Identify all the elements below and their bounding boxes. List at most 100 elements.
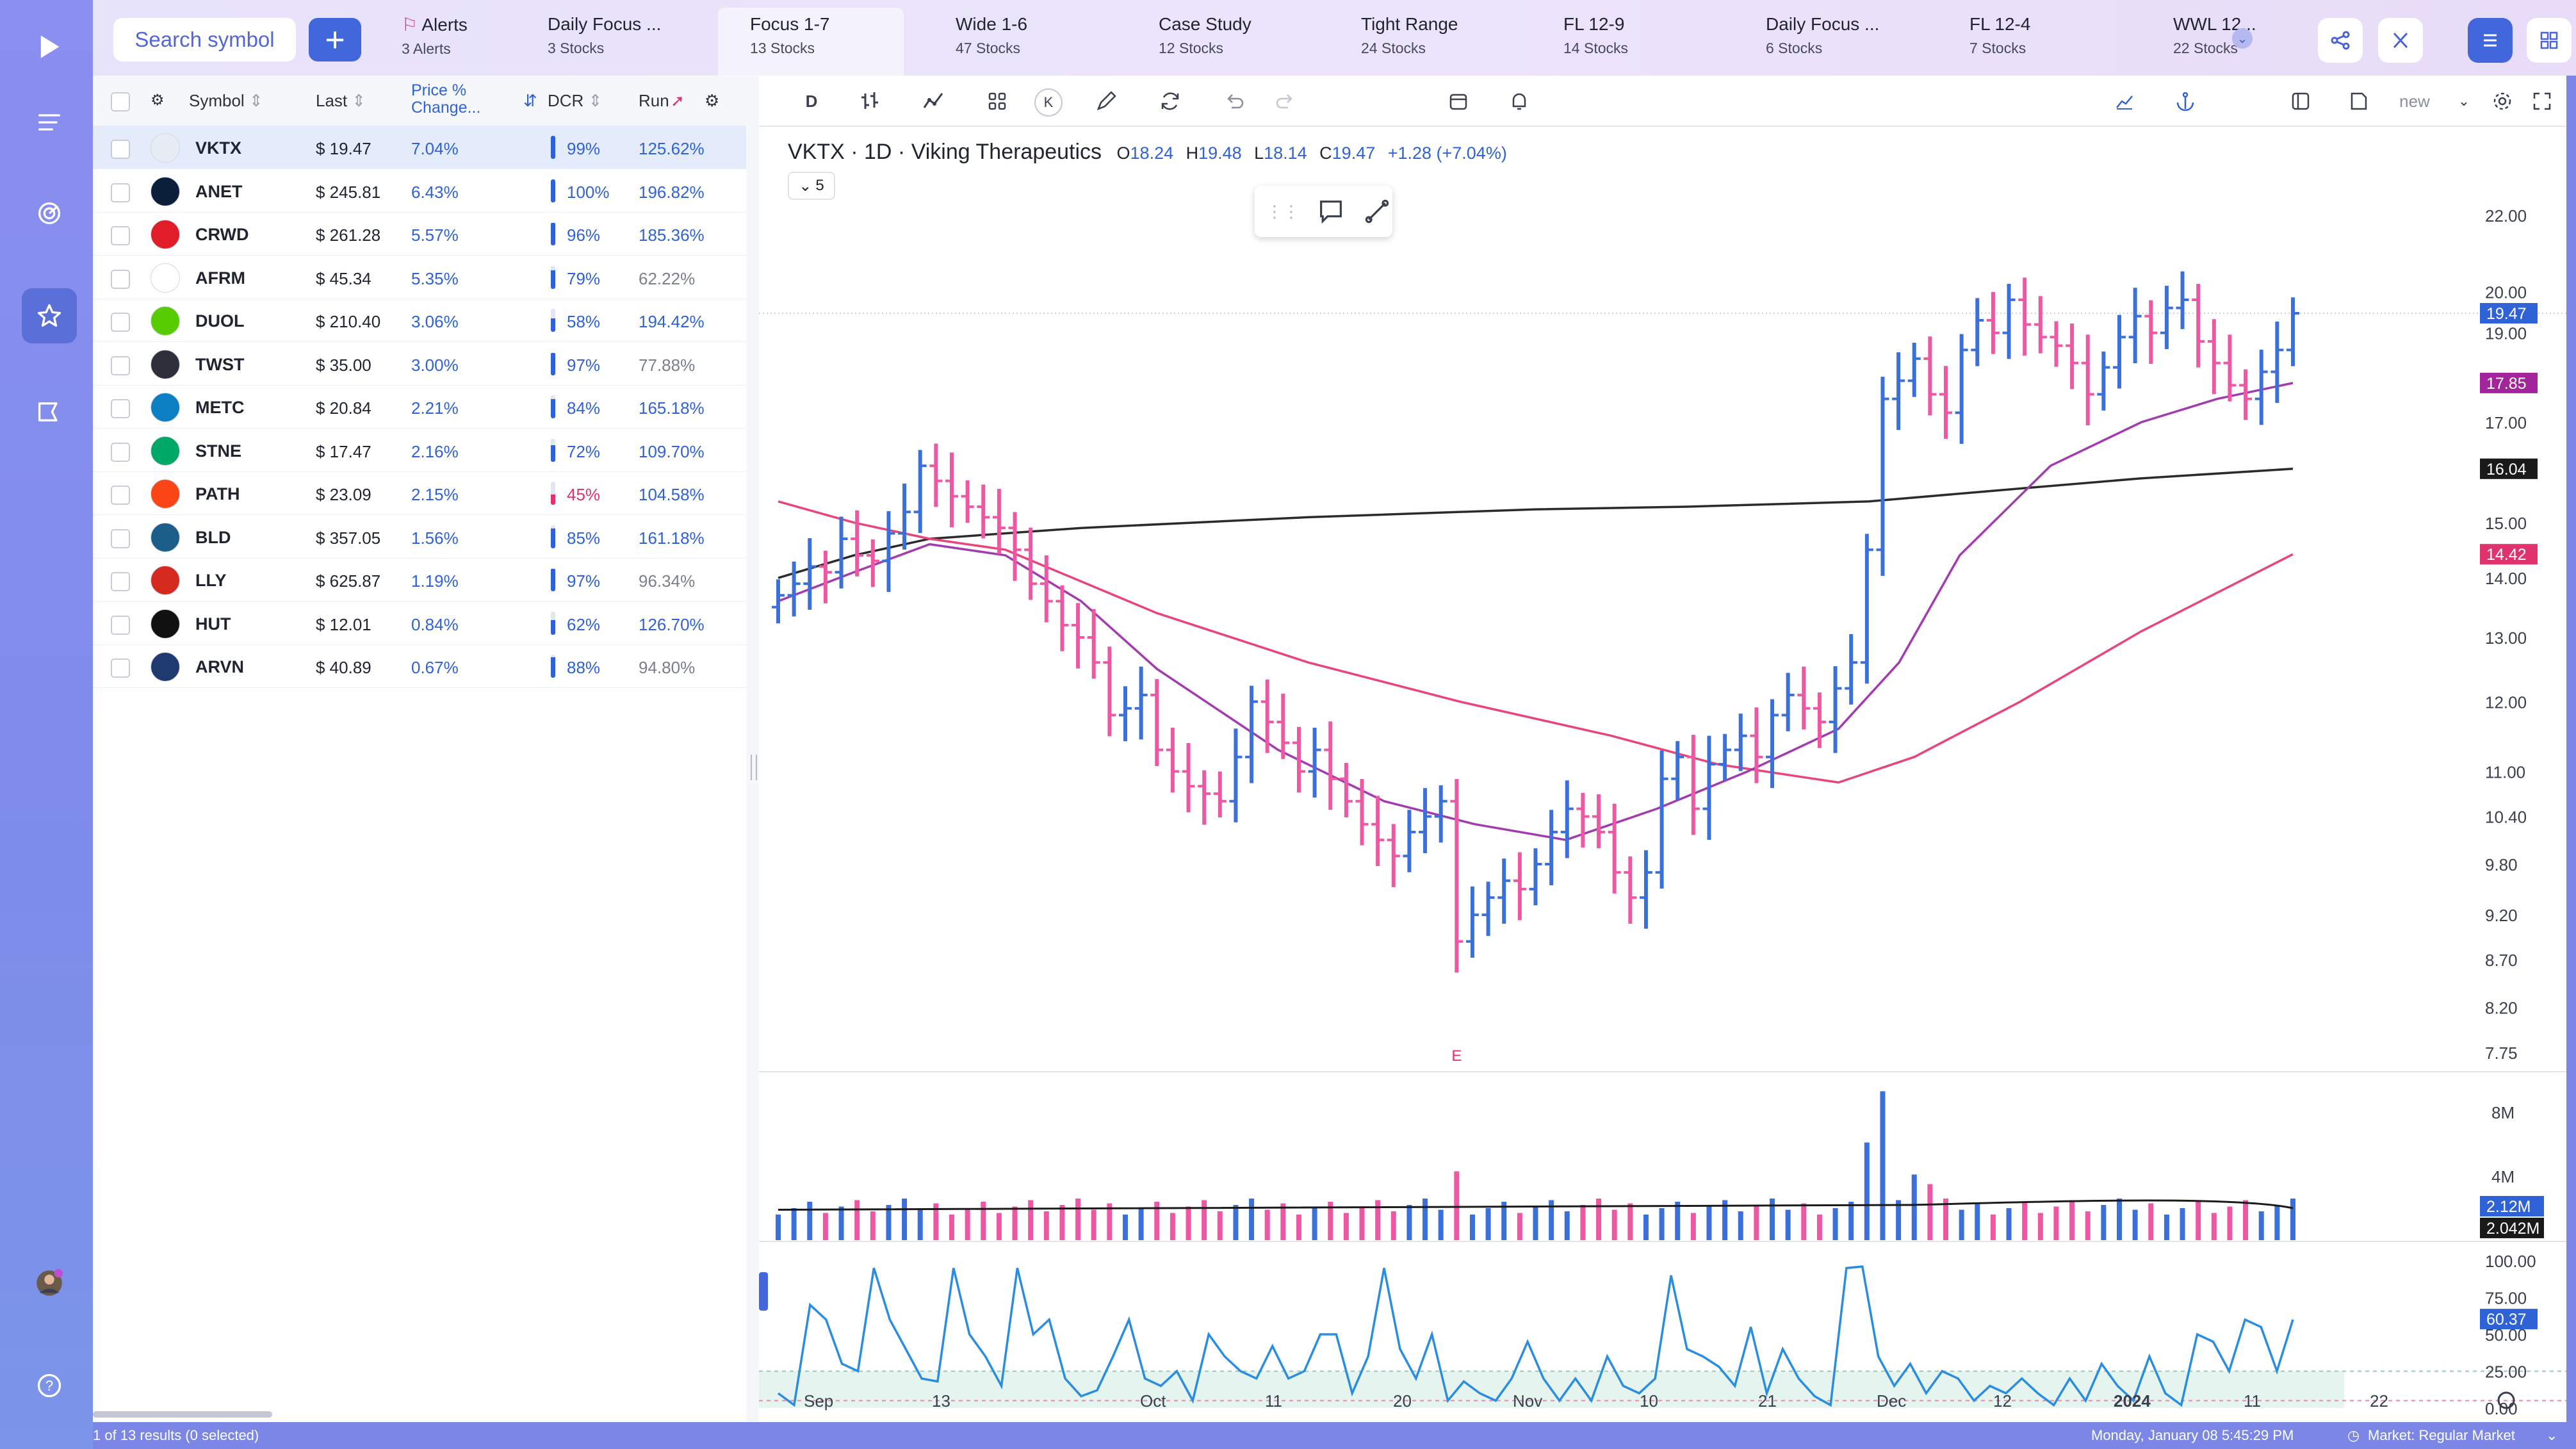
tab-daily-focus-1[interactable]: Daily Focus ... 3 Stocks xyxy=(548,14,662,56)
watchlist-row-crwd[interactable]: CRWD $ 261.28 5.57% 96% 185.36% xyxy=(93,212,746,256)
row-checkbox[interactable] xyxy=(111,313,130,332)
column-last[interactable]: Last ⇕ xyxy=(316,91,366,110)
row-symbol[interactable]: HUT xyxy=(195,614,231,634)
watchlist-row-lly[interactable]: LLY $ 625.87 1.19% 97% 96.34% xyxy=(93,558,746,602)
calendar-icon[interactable] xyxy=(1444,87,1472,115)
layout-icon[interactable] xyxy=(2287,87,2315,115)
help-icon[interactable]: ? xyxy=(22,1358,77,1413)
tab-fl-12-9[interactable]: FL 12-9 14 Stocks xyxy=(1563,14,1628,56)
column-run[interactable]: Run xyxy=(639,91,669,110)
logo-icon[interactable] xyxy=(22,19,77,74)
row-symbol[interactable]: BLD xyxy=(195,527,231,547)
row-checkbox[interactable] xyxy=(111,659,130,678)
row-checkbox[interactable] xyxy=(111,486,130,505)
sort-desc-icon[interactable]: ⇵ xyxy=(523,91,537,110)
interval-selector[interactable]: D xyxy=(805,91,818,111)
fullscreen-icon[interactable] xyxy=(2528,87,2556,115)
market-chevron-icon[interactable]: ⌄ xyxy=(2546,1427,2558,1443)
watchlist-row-twst[interactable]: TWST $ 35.00 3.00% 97% 77.88% xyxy=(93,342,746,386)
drawing-icon[interactable] xyxy=(1092,87,1120,115)
row-checkbox[interactable] xyxy=(111,183,130,202)
tab-focus-1-7[interactable]: Focus 1-7 13 Stocks xyxy=(718,8,904,76)
price-chart[interactable]: 22.00 20.00 19.00 17.00 15.00 14.00 13.00 12.00… xyxy=(759,126,2566,1422)
row-symbol[interactable]: TWST xyxy=(195,354,245,374)
redo-icon[interactable] xyxy=(1271,87,1300,115)
share-icon[interactable] xyxy=(2318,18,2363,63)
panel-splitter[interactable] xyxy=(746,76,759,1422)
column-price-change[interactable]: Price % Change... xyxy=(411,81,481,117)
add-button[interactable]: + xyxy=(309,18,361,61)
tab-tight-range[interactable]: Tight Range 24 Stocks xyxy=(1361,14,1458,56)
settings-icon[interactable] xyxy=(2488,87,2516,115)
market-session[interactable]: Market: Regular Market xyxy=(2368,1427,2515,1443)
watchlist-row-hut[interactable]: HUT $ 12.01 0.84% 62% 126.70% xyxy=(93,602,746,645)
watchlist-row-afrm[interactable]: AFRM $ 45.34 5.35% 79% 62.22% xyxy=(93,256,746,299)
row-checkbox[interactable] xyxy=(111,399,130,418)
row-symbol[interactable]: ANET xyxy=(195,181,243,201)
templates-icon[interactable] xyxy=(983,87,1011,115)
user-avatar[interactable] xyxy=(22,1256,77,1311)
watchlist-row-stne[interactable]: STNE $ 17.47 2.16% 72% 109.70% xyxy=(93,429,746,472)
gear-icon[interactable]: ⚙ xyxy=(151,92,165,109)
trend-line-icon[interactable] xyxy=(1362,197,1392,226)
row-symbol[interactable]: CRWD xyxy=(195,225,249,244)
watchlist-row-vktx[interactable]: VKTX $ 19.47 7.04% 99% 125.62% xyxy=(93,126,746,169)
anchor-icon[interactable] xyxy=(2171,87,2199,115)
indicators-icon[interactable] xyxy=(919,87,947,115)
horizontal-scrollbar[interactable] xyxy=(93,1411,272,1418)
row-checkbox[interactable] xyxy=(111,528,130,548)
save-icon[interactable] xyxy=(2344,87,2372,115)
select-all-checkbox[interactable] xyxy=(111,92,130,111)
x-icon[interactable] xyxy=(2378,18,2423,63)
tabs-scroll-chevron-icon[interactable]: ⌄ xyxy=(2232,28,2253,49)
tab-case-study[interactable]: Case Study 12 Stocks xyxy=(1159,14,1251,56)
watchlist-row-duol[interactable]: DUOL $ 210.40 3.06% 58% 194.42% xyxy=(93,299,746,342)
search-symbol-input[interactable]: Search symbol xyxy=(113,18,296,61)
bar-style-icon[interactable] xyxy=(855,87,883,115)
row-checkbox[interactable] xyxy=(111,226,130,245)
row-checkbox[interactable] xyxy=(111,572,130,591)
row-symbol[interactable]: STNE xyxy=(195,441,242,461)
callout-icon[interactable] xyxy=(1316,197,1346,226)
splitter-handle-icon[interactable] xyxy=(751,755,757,780)
row-symbol[interactable]: VKTX xyxy=(195,138,242,158)
watchlist-row-arvn[interactable]: ARVN $ 40.89 0.67% 88% 94.80% xyxy=(93,644,746,688)
tab-daily-focus-2[interactable]: Daily Focus ... 6 Stocks xyxy=(1766,14,1880,56)
column-symbol[interactable]: Symbol ⇕ xyxy=(189,91,263,110)
row-symbol[interactable]: PATH xyxy=(195,484,240,503)
tab-wide-1-6[interactable]: Wide 1-6 47 Stocks xyxy=(956,14,1028,56)
scanner-icon[interactable] xyxy=(22,384,77,439)
refresh-icon[interactable] xyxy=(1156,87,1184,115)
row-checkbox[interactable] xyxy=(111,442,130,462)
watchlist-row-metc[interactable]: METC $ 20.84 2.21% 84% 165.18% xyxy=(93,385,746,429)
list-view-icon[interactable] xyxy=(2468,18,2513,63)
row-checkbox[interactable] xyxy=(111,269,130,289)
column-dcr[interactable]: DCR ⇕ xyxy=(548,91,603,110)
row-symbol[interactable]: AFRM xyxy=(195,268,245,288)
watchlist-star-icon[interactable] xyxy=(22,288,77,343)
row-checkbox[interactable] xyxy=(111,356,130,375)
grid-view-icon[interactable] xyxy=(2527,18,2572,63)
line-chart-icon[interactable] xyxy=(2110,87,2139,115)
radar-icon[interactable] xyxy=(22,186,77,241)
watchlist-row-anet[interactable]: ANET $ 245.81 6.43% 100% 196.82% xyxy=(93,169,746,213)
row-checkbox[interactable] xyxy=(111,615,130,635)
watchlist-row-bld[interactable]: BLD $ 357.05 1.56% 85% 161.18% xyxy=(93,515,746,559)
tab-fl-12-4[interactable]: FL 12-4 7 Stocks xyxy=(1969,14,2031,56)
indicators-collapse-button[interactable]: ⌄ 5 xyxy=(788,172,835,200)
drag-handle-icon[interactable]: ⋮⋮ xyxy=(1266,201,1300,221)
layout-name[interactable]: new xyxy=(2399,91,2430,111)
bell-alert-icon[interactable] xyxy=(1505,87,1533,115)
row-checkbox[interactable] xyxy=(111,140,130,159)
watchlist-row-path[interactable]: PATH $ 23.09 2.15% 45% 104.58% xyxy=(93,471,746,515)
k-toggle[interactable]: K xyxy=(1034,88,1063,117)
column-settings-icon[interactable]: ⚙ xyxy=(705,91,720,110)
layout-chevron-icon[interactable]: ⌄ xyxy=(2458,93,2470,109)
row-symbol[interactable]: ARVN xyxy=(195,657,245,676)
row-symbol[interactable]: DUOL xyxy=(195,311,245,331)
row-symbol[interactable]: LLY xyxy=(195,571,227,590)
tab-alerts[interactable]: ⚐ Alerts 3 Alerts xyxy=(402,15,468,57)
undo-icon[interactable] xyxy=(1220,87,1248,115)
menu-icon[interactable] xyxy=(22,95,77,150)
row-symbol[interactable]: METC xyxy=(195,398,245,417)
